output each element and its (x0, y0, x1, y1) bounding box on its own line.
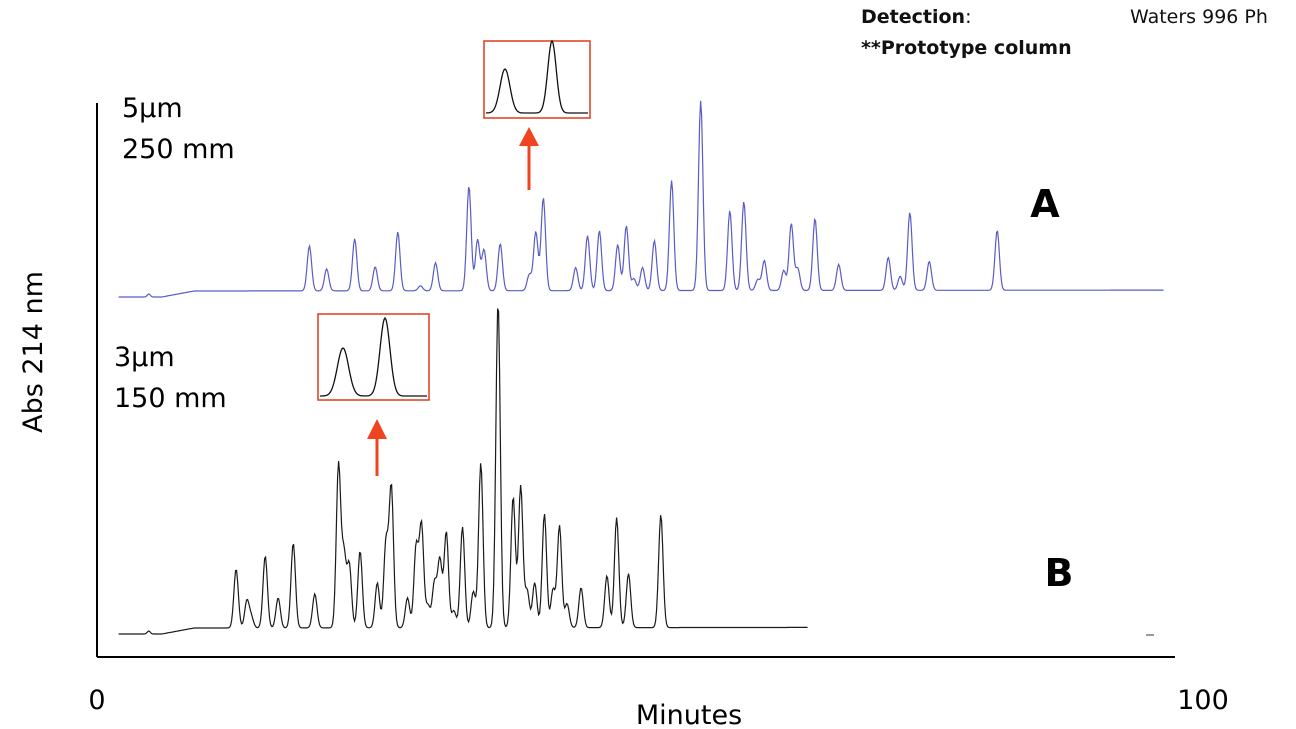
inset-a-arrow (519, 127, 539, 190)
y-axis-label: Abs 214 nm (18, 271, 49, 433)
trace-a-label-line-2: 250 mm (122, 134, 235, 165)
x-tick-0: 0 (88, 685, 105, 716)
trace-b-label-line-2: 150 mm (114, 383, 227, 414)
inset-a (483, 39, 591, 119)
inset-b-trace (320, 316, 427, 397)
series-b-letter: B (1045, 551, 1074, 595)
detection-colon: : (965, 6, 972, 28)
inset-b (317, 313, 430, 401)
trace-b-label-line-1: 3μm (114, 342, 175, 373)
inset-a-frame (483, 40, 591, 119)
detection-value: Waters 996 Ph (1130, 6, 1268, 28)
x-tick-100: 100 (1177, 685, 1229, 716)
trace-a-line (118, 100, 1164, 298)
prototype-note: **Prototype column (861, 37, 1072, 59)
inset-b-frame (317, 313, 430, 401)
inset-b-arrow (367, 419, 387, 476)
trace-b-line (118, 308, 808, 635)
series-a-letter: A (1030, 182, 1060, 226)
detection-label: Detection (861, 6, 966, 28)
inset-a-trace (485, 39, 588, 114)
x-axis-label: Minutes (636, 700, 742, 729)
trace-a-label-line-1: 5μm (122, 93, 183, 124)
detection-header: Detection: (861, 6, 971, 28)
